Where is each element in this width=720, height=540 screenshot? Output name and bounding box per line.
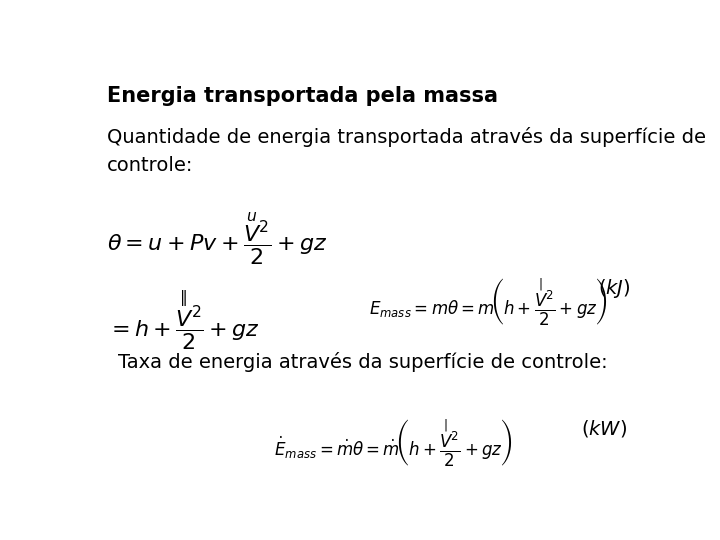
Text: Taxa de energia através da superfície de controle:: Taxa de energia através da superfície de…: [118, 352, 608, 372]
Text: $(kW)$: $(kW)$: [581, 418, 627, 439]
Text: $= h + \dfrac{\overset{\|}{V}{}^{2}}{2} + gz$: $= h + \dfrac{\overset{\|}{V}{}^{2}}{2} …: [107, 289, 260, 354]
Text: $\dot{E}_{mass} = \dot{m}\theta = \dot{m}\!\left(h + \dfrac{\overset{|}{V}{}^{2}: $\dot{E}_{mass} = \dot{m}\theta = \dot{m…: [274, 418, 513, 469]
Text: Quantidade de energia transportada através da superfície de: Quantidade de energia transportada atrav…: [107, 127, 706, 147]
Text: Energia transportada pela massa: Energia transportada pela massa: [107, 85, 498, 106]
Text: $(kJ)$: $(kJ)$: [598, 277, 631, 300]
Text: $E_{mass} = m\theta = m\!\left(h + \dfrac{\overset{|}{V}{}^{2}}{2} + gz\right)$: $E_{mass} = m\theta = m\!\left(h + \dfra…: [369, 277, 608, 328]
Text: controle:: controle:: [107, 156, 193, 176]
Text: $\theta = u + Pv + \dfrac{\overset{u}{V}{}^{2}}{2} + gz$: $\theta = u + Pv + \dfrac{\overset{u}{V}…: [107, 210, 327, 267]
